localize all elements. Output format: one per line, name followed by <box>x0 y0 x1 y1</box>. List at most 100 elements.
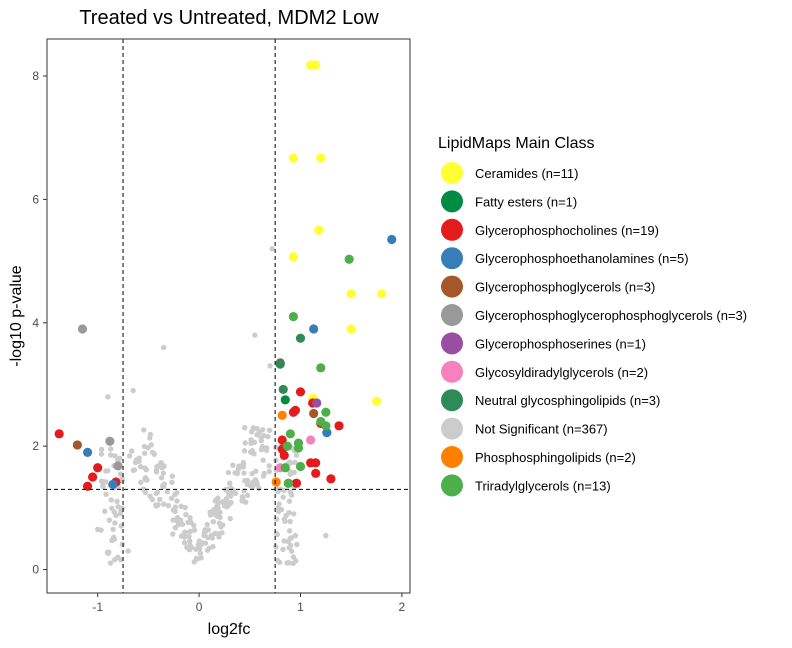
data-point <box>371 396 382 406</box>
legend-swatch <box>441 190 463 213</box>
data-point-not-significant <box>108 452 114 458</box>
data-point-not-significant <box>191 522 197 529</box>
data-point <box>72 440 83 450</box>
legend-swatch <box>441 446 463 468</box>
data-point <box>344 254 354 264</box>
data-point-not-significant <box>130 387 136 394</box>
data-point-not-significant <box>206 545 212 551</box>
data-point <box>280 463 290 473</box>
data-point-not-significant <box>260 457 266 463</box>
legend-swatch <box>441 162 463 184</box>
data-point-not-significant <box>248 449 254 456</box>
data-point-not-significant <box>169 473 176 479</box>
legend-label: Not Significant (n=367) <box>475 422 608 437</box>
data-point-not-significant <box>112 520 118 526</box>
data-point-not-significant <box>182 504 188 511</box>
data-point <box>280 395 290 405</box>
data-point-not-significant <box>105 467 111 474</box>
legend-swatch <box>441 360 463 383</box>
x-axis-label: log2fc <box>208 621 251 638</box>
data-point-not-significant <box>107 560 114 566</box>
data-point-not-significant <box>219 529 225 536</box>
data-point-not-significant <box>147 431 154 438</box>
data-point-not-significant <box>141 443 148 450</box>
data-point <box>311 60 321 70</box>
data-point-not-significant <box>293 452 300 458</box>
data-point <box>82 447 93 457</box>
data-point-not-significant <box>241 448 248 454</box>
data-point-not-significant <box>158 475 165 481</box>
data-point-not-significant <box>256 485 262 491</box>
data-point <box>283 478 293 488</box>
data-point-not-significant <box>213 496 220 503</box>
data-point-not-significant <box>182 529 189 535</box>
data-point-not-significant <box>230 462 236 468</box>
legend-title: LipidMaps Main Class <box>438 135 595 152</box>
data-point <box>295 461 306 472</box>
data-point-not-significant <box>109 505 115 511</box>
data-point-not-significant <box>191 559 197 565</box>
data-point-not-significant <box>242 424 248 431</box>
data-point-not-significant <box>244 492 251 499</box>
data-point <box>271 477 281 487</box>
y-tick-label: 8 <box>32 69 39 83</box>
data-point-not-significant <box>210 518 217 525</box>
data-point-not-significant <box>290 554 297 560</box>
data-point <box>316 153 326 163</box>
data-point <box>346 289 356 299</box>
data-point <box>291 478 302 488</box>
data-point <box>275 359 285 369</box>
data-point-not-significant <box>108 497 115 503</box>
plot-border <box>46 38 411 594</box>
data-point-not-significant <box>174 498 180 504</box>
data-point <box>277 435 287 445</box>
data-point-not-significant <box>125 548 131 554</box>
x-tick-label: -1 <box>92 600 103 614</box>
data-point-not-significant <box>98 446 105 453</box>
data-point-not-significant <box>165 502 172 509</box>
y-tick-label: 6 <box>32 192 39 206</box>
data-point-not-significant <box>178 533 185 539</box>
data-point-not-significant <box>114 498 120 505</box>
data-point-not-significant <box>142 450 148 456</box>
data-point <box>387 234 397 245</box>
data-point-not-significant <box>213 503 220 510</box>
data-point-not-significant <box>142 489 149 496</box>
data-point-not-significant <box>197 550 204 556</box>
data-point-not-significant <box>286 528 293 534</box>
data-point-not-significant <box>236 463 242 469</box>
data-point-not-significant <box>234 470 241 477</box>
data-point-not-significant <box>248 429 255 435</box>
data-point-not-significant <box>170 507 176 513</box>
data-point <box>306 435 316 445</box>
data-point-not-significant <box>108 446 114 452</box>
data-point-not-significant <box>160 344 167 351</box>
data-point <box>321 407 331 417</box>
legend-label: Glycerophosphocholines (n=19) <box>475 223 659 238</box>
data-point-not-significant <box>105 394 111 400</box>
data-point-not-significant <box>164 489 171 495</box>
data-point-not-significant <box>241 470 247 476</box>
data-point-not-significant <box>147 493 153 499</box>
data-point-not-significant <box>179 521 186 528</box>
data-point-not-significant <box>223 496 230 502</box>
legend-swatch <box>441 417 463 440</box>
data-point-not-significant <box>273 444 279 451</box>
data-point-not-significant <box>117 471 124 477</box>
data-point <box>108 479 118 490</box>
data-point-not-significant <box>115 554 121 561</box>
data-point-not-significant <box>251 478 258 484</box>
data-point-not-significant <box>170 517 176 523</box>
data-point-not-significant <box>129 448 135 454</box>
data-point-not-significant <box>260 473 267 479</box>
data-point <box>295 333 306 343</box>
data-point <box>311 458 321 468</box>
data-point <box>285 429 295 439</box>
data-point <box>277 410 287 420</box>
data-point-not-significant <box>105 550 111 557</box>
data-point-not-significant <box>251 439 258 445</box>
data-point-not-significant <box>202 540 209 546</box>
data-point-not-significant <box>138 479 144 486</box>
y-tick-label: 4 <box>32 316 39 330</box>
